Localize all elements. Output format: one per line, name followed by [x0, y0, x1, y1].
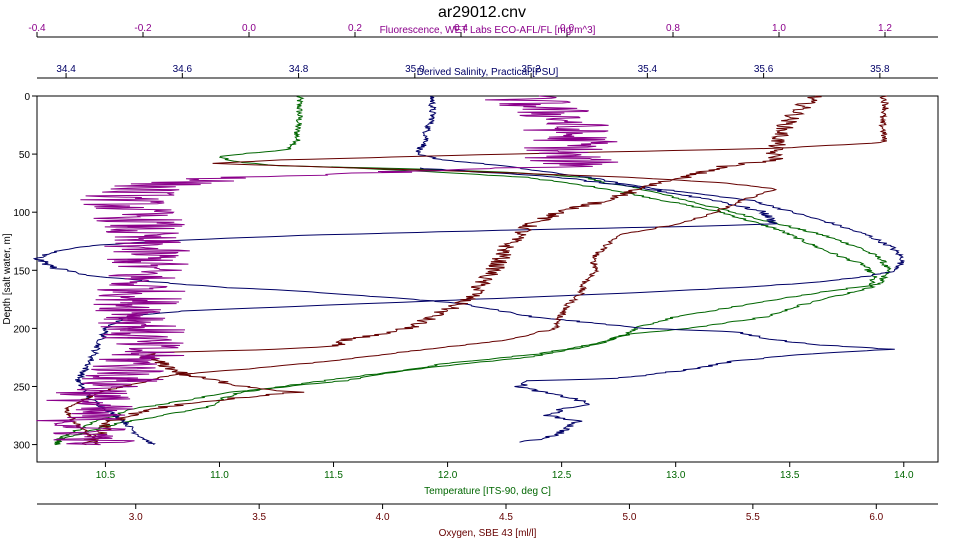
- fluorescence-series-line-6: [36, 95, 619, 446]
- oxygen-tick-label: 3.0: [129, 512, 143, 523]
- salinity-series-line-2: [75, 95, 905, 446]
- salinity-tick-label: 34.4: [56, 64, 76, 75]
- temperature-axis: 10.5 11.0 11.5 12.0 12.5 13.0 13.5 14.0 Temperat…: [96, 462, 914, 497]
- depth-axis-title: Depth [salt water, m]: [2, 233, 13, 324]
- depth-tick-label: 150: [13, 266, 30, 277]
- temperature-tick-label: 10.5: [96, 470, 116, 481]
- fluorescence-tick-label: -0.4: [28, 23, 46, 34]
- temperature-tick-label: 11.5: [324, 470, 343, 481]
- salinity-tick-label: 35.8: [870, 64, 890, 75]
- oxygen-axis-title: Oxygen, SBE 43 [ml/l]: [439, 528, 537, 539]
- fluorescence-tick-label: -0.2: [134, 23, 152, 34]
- salinity-tick-label: 35.2: [521, 64, 541, 75]
- temperature-tick-label: 12.5: [552, 470, 572, 481]
- salinity-tick-label: 34.6: [173, 64, 193, 75]
- oxygen-series-line-5: [81, 95, 822, 446]
- depth-tick-label: 100: [13, 208, 30, 219]
- fluorescence-tick-label: 0.0: [242, 23, 256, 34]
- depth-tick-label: 300: [13, 441, 30, 452]
- salinity-axis: 34.4 34.6 34.8 35.0 35.2 35.4 35.6 35.8 Derived …: [37, 64, 938, 79]
- fluorescence-axis: -0.4 -0.2 0.0 0.2 0.4 0.6 0.8 1.0 1.2 Fluorescenc…: [28, 23, 938, 38]
- fluorescence-tick-label: 0.2: [348, 23, 362, 34]
- oxygen-tick-label: 4.5: [499, 512, 513, 523]
- oxygen-tick-label: 5.5: [746, 512, 760, 523]
- salinity-tick-label: 34.8: [289, 64, 309, 75]
- fluorescence-tick-label: 0.4: [454, 23, 468, 34]
- salinity-tick-label: 35.0: [405, 64, 425, 75]
- fluorescence-axis-title: Fluorescence, WET Labs ECO-AFL/FL [mg/m^…: [380, 25, 596, 36]
- depth-tick-label: 250: [13, 382, 30, 393]
- fluorescence-tick-label: 0.8: [666, 23, 680, 34]
- oxygen-tick-label: 6.0: [869, 512, 883, 523]
- temperature-series-line-1: [54, 166, 878, 446]
- salinity-axis-title: Derived Salinity, Practical [PSU]: [417, 67, 559, 78]
- oxygen-series-line-4: [64, 95, 889, 446]
- oxygen-axis: 3.0 3.5 4.0 4.5 5.0 5.5 6.0 Oxygen, SBE 43 [ml/…: [37, 503, 938, 539]
- temperature-tick-label: 13.5: [780, 470, 800, 481]
- depth-axis: 0 50 100 150 200 250 300 Depth [salt water, m]: [2, 92, 37, 452]
- oxygen-tick-label: 4.0: [376, 512, 390, 523]
- fluorescence-tick-label: 0.6: [560, 23, 574, 34]
- temperature-tick-label: 12.0: [438, 470, 458, 481]
- depth-tick-label: 200: [13, 324, 30, 335]
- chart-title: ar29012.cnv: [438, 4, 526, 21]
- fluorescence-tick-label: 1.2: [878, 23, 892, 34]
- temperature-tick-label: 13.0: [666, 470, 686, 481]
- temperature-tick-label: 11.0: [210, 470, 229, 481]
- salinity-tick-label: 35.6: [754, 64, 774, 75]
- temperature-tick-label: 14.0: [894, 470, 914, 481]
- depth-tick-label: 50: [19, 150, 31, 161]
- fluorescence-tick-label: 1.0: [772, 23, 786, 34]
- temperature-axis-title: Temperature [ITS-90, deg C]: [424, 486, 551, 497]
- oxygen-tick-label: 3.5: [252, 512, 266, 523]
- depth-tick-label: 0: [24, 92, 30, 103]
- salinity-tick-label: 35.4: [638, 64, 658, 75]
- plot-area-frame: [36, 95, 939, 463]
- oxygen-tick-label: 5.0: [622, 512, 636, 523]
- salinity-series-line-3: [32, 167, 895, 443]
